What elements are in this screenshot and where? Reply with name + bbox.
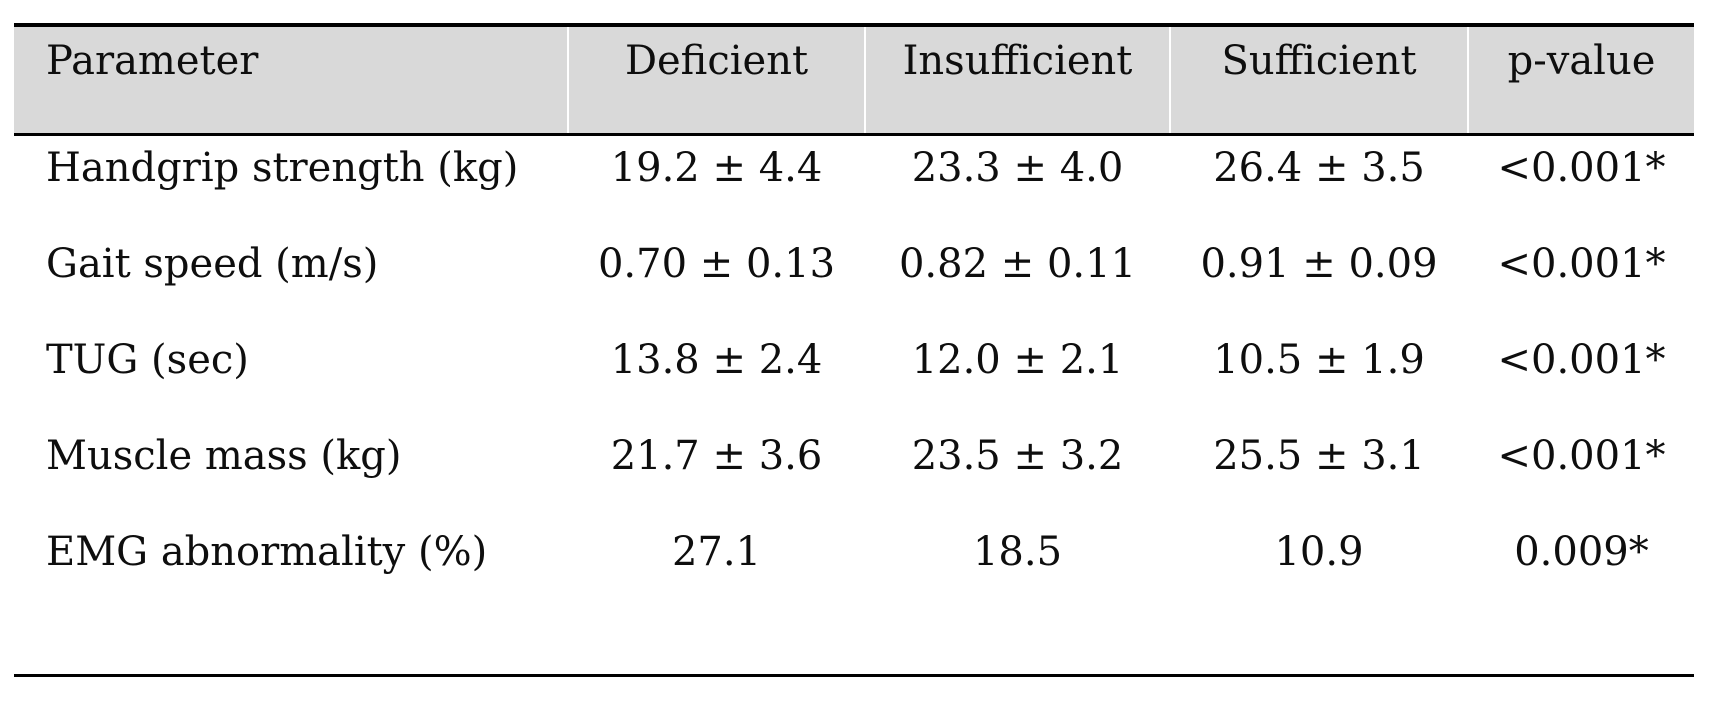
table-cell: 12.0 ± 2.1	[864, 328, 1170, 424]
table-cell: 23.5 ± 3.2	[864, 424, 1170, 520]
table-row-muscle-mass: Muscle mass (kg) 21.7 ± 3.6 23.5 ± 3.2 2…	[14, 424, 1694, 520]
table-cell: 21.7 ± 3.6	[567, 424, 865, 520]
table-cell: <0.001*	[1467, 424, 1694, 520]
row-label: Muscle mass (kg)	[46, 433, 402, 479]
column-header-insufficient: Insufficient	[864, 23, 1170, 136]
table-row-emg-abnormality: EMG abnormality (%) 27.1 18.5 10.9 0.009…	[14, 520, 1694, 677]
row-label: EMG abnormality (%)	[14, 520, 568, 677]
table-cell: 26.4 ± 3.5	[1169, 134, 1468, 232]
table-cell: <0.001*	[1467, 134, 1694, 232]
table-cell: 0.009*	[1467, 520, 1694, 677]
table-cell: 18.5	[864, 520, 1170, 677]
column-header-parameter: Parameter	[14, 23, 568, 136]
table-row-handgrip: Handgrip strength (kg) 19.2 ± 4.4 23.3 ±…	[14, 134, 1694, 232]
table-cell: 0.70 ± 0.13	[567, 232, 865, 328]
row-label: Gait speed (m/s)	[46, 241, 379, 287]
table-cell: 23.3 ± 4.0	[864, 134, 1170, 232]
column-header-deficient: Deficient	[567, 23, 865, 136]
table-cell: 10.5 ± 1.9	[1169, 328, 1468, 424]
column-header-sufficient: Sufficient	[1169, 23, 1468, 136]
table-cell: 0.91 ± 0.09	[1169, 232, 1468, 328]
column-header-p-value: p-value	[1467, 23, 1694, 136]
table-cell: <0.001*	[1467, 328, 1694, 424]
results-table: Parameter Deficient Insufficient Suffici…	[14, 23, 1694, 677]
table-header-row: Parameter Deficient Insufficient Suffici…	[14, 23, 1694, 136]
table-cell: 27.1	[567, 520, 865, 677]
table-cell: 25.5 ± 3.1	[1169, 424, 1468, 520]
table-row-gait-speed: Gait speed (m/s) 0.70 ± 0.13 0.82 ± 0.11…	[14, 232, 1694, 328]
row-label: Handgrip strength (kg)	[46, 145, 519, 191]
table-cell: 19.2 ± 4.4	[567, 134, 865, 232]
row-label: TUG (sec)	[46, 337, 249, 383]
table-cell: 0.82 ± 0.11	[864, 232, 1170, 328]
table-row-tug: TUG (sec) 13.8 ± 2.4 12.0 ± 2.1 10.5 ± 1…	[14, 328, 1694, 424]
table-cell: 10.9	[1169, 520, 1468, 677]
table-cell: <0.001*	[1467, 232, 1694, 328]
table-cell: 13.8 ± 2.4	[567, 328, 865, 424]
